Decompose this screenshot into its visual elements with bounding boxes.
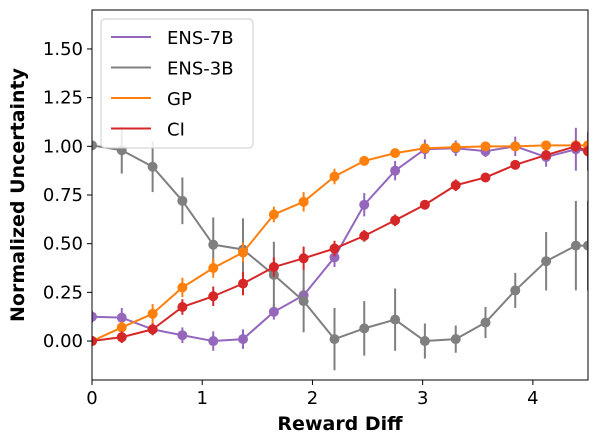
data-point-ci [116,332,127,343]
data-point-ci [177,301,188,312]
legend: ENS-7B ENS-3B GP CI [100,18,254,149]
data-point-ens-3b [450,334,461,345]
data-point-ens-3b [329,334,340,345]
data-point-ens-3b [583,240,588,251]
y-tick-label: 1.00 [43,136,83,157]
data-point-ens-7b [177,330,188,341]
x-axis-ticks: 0 1 2 3 4 [86,380,539,409]
data-point-gp [147,308,158,319]
data-point-ens-3b [419,336,430,347]
data-point-ci [147,324,158,335]
data-point-ci [583,146,588,157]
data-point-ci [238,278,249,289]
data-point-ci [92,336,97,347]
y-tick-label: 0.25 [43,282,83,303]
data-point-gp [419,143,430,154]
data-point-ens-7b [329,252,340,263]
data-point-ci [268,262,279,273]
data-point-gp [480,141,491,152]
data-point-ci [541,150,552,161]
data-point-ens-3b [359,323,370,334]
data-point-gp [390,148,401,159]
data-point-ci [298,253,309,264]
data-point-gp [298,196,309,207]
legend-label-ci: CI [167,120,185,141]
y-tick-label: 1.50 [43,39,83,60]
data-point-ci [480,172,491,183]
data-point-ens-7b [208,336,219,347]
data-point-gp [541,140,552,151]
data-point-gp [329,171,340,182]
legend-label-ens-7b: ENS-7B [167,28,234,49]
data-point-ens-3b [298,296,309,307]
data-point-ens-3b [541,256,552,267]
x-axis-label: Reward Diff [277,413,403,435]
legend-label-ens-3b: ENS-3B [167,59,234,80]
data-point-ci [208,291,219,302]
data-point-ci [390,215,401,226]
data-point-ens-3b [390,314,401,325]
data-point-ens-7b [268,306,279,317]
data-point-gp [208,263,219,274]
data-point-gp [268,209,279,220]
data-point-gp [450,142,461,153]
data-point-ens-7b [359,199,370,210]
data-point-ci [359,230,370,241]
data-point-ens-3b [177,195,188,206]
data-point-ci [570,141,581,152]
data-point-gp [116,322,127,333]
data-point-ens-3b [92,140,97,151]
data-point-ens-7b [390,165,401,176]
series-line-ens-7b [92,145,588,343]
data-point-ens-7b [116,312,127,323]
x-tick-label: 4 [527,388,538,409]
data-point-ens-3b [570,240,581,251]
series-gp [92,140,588,347]
data-point-ens-7b [92,311,97,322]
y-tick-label: 0.00 [43,331,83,352]
data-point-ci [419,199,430,210]
x-tick-label: 2 [307,388,318,409]
y-tick-label: 0.75 [43,185,83,206]
data-point-gp [177,282,188,293]
data-point-gp [510,141,521,152]
legend-label-gp: GP [167,89,192,110]
y-tick-label: 0.50 [43,234,83,255]
data-point-ci [510,159,521,170]
data-point-ens-3b [208,239,219,250]
data-point-ci [450,180,461,191]
data-point-ens-3b [480,317,491,328]
series-ci [92,140,588,347]
x-tick-label: 3 [417,388,428,409]
x-tick-label: 1 [196,388,207,409]
data-point-gp [238,247,249,258]
data-point-gp [359,155,370,166]
data-point-ci [329,243,340,254]
y-tick-label: 1.25 [43,88,83,109]
x-tick-label: 0 [86,388,97,409]
series-line-ens-3b [92,144,588,343]
series-line-gp [92,144,588,342]
data-point-ens-3b [147,161,158,172]
y-axis-ticks: 0.00 0.25 0.50 0.75 1.00 1.25 1.50 [43,39,92,352]
data-point-ens-7b [238,334,249,345]
y-axis-label: Normalized Uncertainty [7,67,29,322]
data-point-ens-3b [510,285,521,296]
series-ens-3b [92,126,588,371]
series-line-ci [92,145,588,343]
legend-box [100,18,254,149]
series-layer [92,126,588,371]
